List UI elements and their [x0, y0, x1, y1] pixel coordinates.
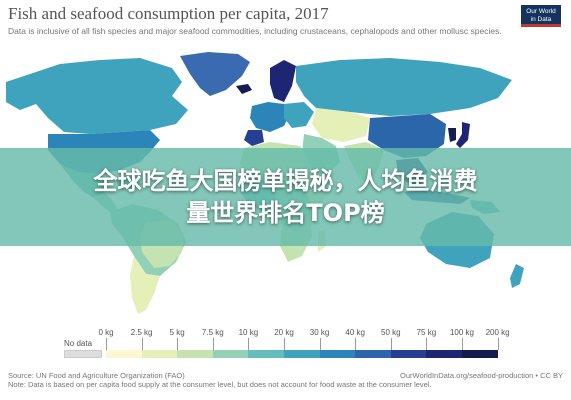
legend-color-swatch[interactable] — [319, 350, 356, 358]
legend-color-swatch[interactable] — [462, 350, 498, 358]
legend-tick-mark — [390, 338, 392, 350]
source-url-link[interactable]: OurWorldInData.org/seafood-production • … — [400, 371, 563, 380]
legend-color-swatch[interactable] — [426, 350, 462, 358]
region-korea[interactable] — [448, 128, 456, 142]
legend-color-swatch[interactable] — [177, 350, 213, 358]
chart-footer: Source: UN Food and Agriculture Organiza… — [8, 371, 563, 389]
note-text: Note: Data is based on per capita food s… — [8, 380, 432, 389]
legend-tick-label: 200 kg — [485, 328, 510, 337]
region-alaska[interactable] — [6, 74, 36, 110]
legend-color-swatch[interactable] — [212, 350, 249, 358]
legend-tick-mark — [141, 338, 143, 350]
legend-tick-label: 100 kg — [449, 328, 475, 337]
legend-tick-label: 5 kg — [169, 328, 185, 337]
title-banner: 全球吃鱼大国榜单揭秘，人均鱼消费 量世界排名TOP榜 — [0, 148, 571, 246]
legend-tick-label: 0 kg — [98, 328, 114, 337]
region-western-europe[interactable] — [250, 102, 290, 132]
legend-color-swatch[interactable] — [141, 350, 178, 358]
legend-tick-label: 7.5 kg — [201, 328, 224, 337]
legend-color-swatch[interactable] — [390, 350, 427, 358]
region-eastern-europe[interactable] — [284, 102, 314, 128]
color-legend: No data 0 kg 2.5 kg 5 kg 7.5 kg 10 kg 20 kg 30… — [64, 328, 514, 358]
legend-tick-mark — [106, 338, 107, 350]
chart-subtitle: Data is inclusive of all fish species an… — [8, 26, 502, 36]
legend-tick-mark — [426, 338, 428, 350]
legend-tick-label: 20 kg — [274, 328, 294, 337]
region-iceland[interactable] — [236, 84, 252, 94]
legend-color-swatch[interactable] — [248, 350, 284, 358]
legend-color-swatch[interactable] — [106, 350, 142, 358]
region-new-zealand[interactable] — [510, 264, 524, 288]
legend-tick-label: 10 kg — [238, 328, 259, 337]
legend-tick-mark — [319, 338, 321, 350]
legend-tick-label: 2.5 kg — [130, 328, 153, 337]
source-text: Source: UN Food and Agriculture Organiza… — [8, 371, 185, 380]
region-central-asia[interactable] — [312, 108, 370, 142]
region-southern-cone[interactable] — [130, 256, 160, 314]
legend-tick-label: 50 kg — [381, 328, 401, 337]
legend-tick-mark — [284, 338, 285, 350]
legend-no-data-swatch[interactable] — [64, 350, 102, 358]
owid-logo[interactable]: Our World in Data — [521, 5, 561, 27]
region-scandinavia[interactable] — [270, 60, 296, 102]
logo-line-1: Our World — [526, 8, 556, 15]
banner-line-2: 量世界排名TOP榜 — [186, 199, 385, 227]
legend-tick-label: 30 kg — [309, 328, 330, 337]
legend-tick-mark — [355, 338, 357, 350]
legend-tick-mark — [212, 338, 214, 350]
legend-tick-mark — [462, 338, 463, 350]
legend-no-data-label: No data — [64, 339, 93, 348]
legend-tick-mark — [248, 338, 250, 350]
logo-accent-bar — [521, 24, 561, 27]
region-china[interactable] — [368, 114, 446, 158]
region-russia[interactable] — [296, 58, 512, 116]
logo-line-2: in Data — [530, 16, 552, 23]
region-japan[interactable] — [456, 122, 470, 148]
chart-title: Fish and seafood consumption per capita,… — [8, 4, 329, 23]
region-canada[interactable] — [28, 58, 188, 134]
legend-tick-label: 75 kg — [416, 328, 437, 337]
region-iberia[interactable] — [244, 130, 264, 146]
legend-tick-mark — [497, 338, 499, 350]
banner-line-1: 全球吃鱼大国榜单揭秘，人均鱼消费 — [93, 167, 478, 195]
legend-tick-label: 40 kg — [345, 328, 365, 337]
legend-color-swatch[interactable] — [355, 350, 391, 358]
region-greenland[interactable] — [180, 52, 250, 96]
legend-color-swatch[interactable] — [284, 350, 320, 358]
legend-tick-mark — [177, 338, 179, 350]
banner-text: 全球吃鱼大国榜单揭秘，人均鱼消费 量世界排名TOP榜 — [36, 165, 536, 229]
